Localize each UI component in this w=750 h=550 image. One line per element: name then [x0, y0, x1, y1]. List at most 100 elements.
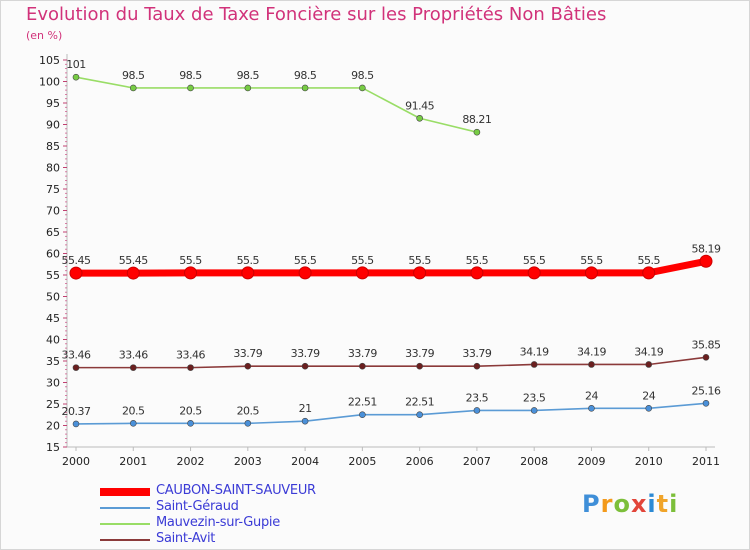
y-tick-label: 75 [46, 183, 60, 196]
data-point [702, 354, 710, 361]
data-label: 98.5 [237, 69, 260, 82]
data-point [72, 420, 80, 428]
data-label: 98.5 [294, 69, 317, 82]
y-tick-label: 65 [46, 226, 60, 239]
data-point [184, 266, 198, 280]
data-point [241, 266, 255, 280]
data-label: 24 [585, 389, 598, 402]
data-point [72, 73, 80, 81]
series-line [75, 356, 707, 369]
logo-letter: r [600, 490, 614, 518]
y-tick-label: 85 [46, 140, 60, 153]
x-tick-label: 2008 [520, 455, 548, 468]
logo-letter: o [613, 490, 631, 518]
data-label: 24 [642, 389, 655, 402]
data-label: 35.85 [692, 338, 721, 351]
y-tick-label: 105 [39, 54, 60, 67]
data-label: 55.5 [408, 254, 431, 267]
x-tick-label: 2009 [577, 455, 605, 468]
x-tick-label: 2006 [406, 455, 434, 468]
legend-swatch [100, 507, 150, 509]
data-label: 98.5 [351, 69, 374, 82]
y-tick-label: 30 [46, 377, 60, 390]
y-tick-label: 25 [46, 398, 60, 411]
data-label: 33.79 [405, 347, 434, 360]
data-point [72, 364, 80, 371]
data-label: 101 [66, 58, 86, 71]
data-label: 21 [299, 402, 312, 415]
data-label: 55.5 [466, 254, 489, 267]
y-tick-label: 35 [46, 355, 60, 368]
data-point [530, 361, 538, 368]
data-point [702, 400, 710, 407]
x-tick-label: 2011 [692, 455, 720, 468]
data-point [129, 364, 137, 371]
x-tick-label: 2000 [62, 455, 90, 468]
data-point [359, 411, 366, 419]
data-point [301, 417, 309, 425]
proxiti-logo: Proxiti [582, 490, 678, 518]
logo-letter: P [582, 490, 601, 518]
logo-letter: i [647, 490, 657, 518]
data-label: 20.37 [62, 405, 91, 418]
y-tick-label: 60 [46, 248, 60, 261]
data-label: 55.5 [523, 254, 546, 267]
legend-label: CAUBON-SAINT-SAUVEUR [156, 483, 316, 498]
data-point [244, 84, 252, 92]
data-label: 23.5 [523, 391, 546, 404]
data-point [359, 362, 366, 370]
data-point [359, 84, 366, 92]
data-point [129, 84, 137, 92]
data-label: 55.5 [237, 254, 260, 267]
y-tick-label: 55 [46, 269, 60, 282]
data-point [129, 420, 137, 427]
legend-swatch [100, 523, 150, 525]
data-point [187, 420, 194, 427]
y-tick-label: 90 [46, 119, 60, 132]
y-axis-unit-label: (en %) [26, 29, 63, 42]
y-tick-label: 50 [46, 291, 60, 304]
legend-label: Saint-Avit [156, 531, 216, 546]
data-point [355, 266, 369, 280]
x-tick-label: 2004 [291, 455, 319, 468]
data-point [588, 404, 595, 412]
x-tick-label: 2001 [119, 455, 147, 468]
data-label: 55.5 [294, 254, 317, 267]
data-label: 25.16 [692, 384, 721, 397]
x-tick-label: 2007 [463, 455, 491, 468]
y-tick-label: 80 [46, 162, 60, 175]
logo-letter: t [656, 490, 670, 518]
y-tick-label: 20 [46, 420, 60, 433]
data-point [416, 362, 423, 370]
data-point [416, 411, 423, 419]
data-point [530, 407, 538, 414]
x-tick-label: 2002 [177, 455, 205, 468]
data-point [298, 266, 312, 280]
data-label: 55.5 [637, 254, 660, 267]
data-point [473, 128, 481, 136]
data-label: 34.19 [520, 345, 549, 358]
data-label: 55.5 [580, 254, 603, 267]
x-tick-label: 2005 [348, 455, 376, 468]
data-label: 33.79 [348, 347, 377, 360]
data-point [473, 407, 481, 414]
x-tick-label: 2003 [234, 455, 262, 468]
data-label: 55.5 [179, 254, 202, 267]
chart-title: Evolution du Taux de Taxe Foncière sur l… [26, 4, 607, 25]
data-point [187, 84, 194, 92]
data-label: 22.51 [348, 396, 377, 409]
data-point [244, 420, 252, 427]
data-point [588, 361, 595, 368]
data-label: 33.79 [462, 347, 491, 360]
data-label: 33.46 [119, 349, 148, 362]
data-label: 33.79 [291, 347, 320, 360]
y-tick-label: 40 [46, 334, 60, 347]
series-line [75, 402, 707, 425]
data-point [416, 114, 423, 122]
data-label: 55.5 [351, 254, 374, 267]
data-point [470, 266, 484, 280]
data-label: 20.5 [179, 404, 202, 417]
data-point [584, 266, 598, 280]
legend-swatch [100, 488, 150, 496]
data-label: 98.5 [122, 69, 145, 82]
